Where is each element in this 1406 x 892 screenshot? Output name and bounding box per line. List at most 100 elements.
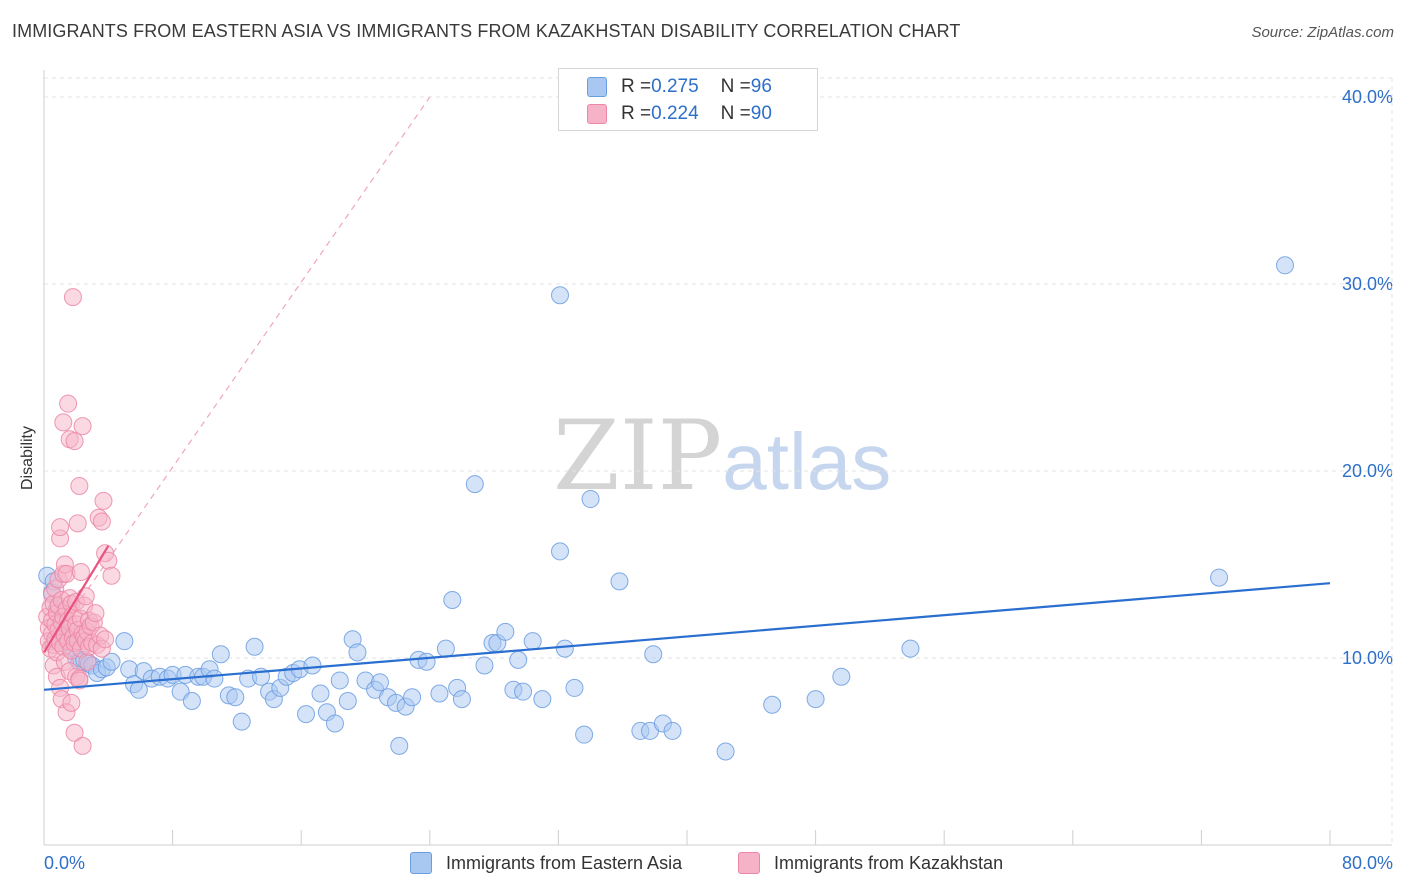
point-kazakhstan [59, 394, 78, 413]
point-eastern-asia [1210, 568, 1229, 587]
source-label: Source: ZipAtlas.com [1251, 24, 1394, 41]
point-eastern-asia [303, 656, 322, 675]
point-eastern-asia [806, 690, 825, 709]
point-eastern-asia [465, 475, 484, 494]
point-eastern-asia [533, 690, 552, 709]
point-eastern-asia [901, 639, 920, 658]
point-kazakhstan [96, 630, 115, 649]
bottom-legend-label-eastern-asia: Immigrants from Eastern Asia [446, 852, 683, 873]
point-eastern-asia [205, 669, 224, 688]
legend-row-eastern-asia: R = 0.275 N = 96 [587, 75, 772, 99]
y-tick-label: 20.0% [1342, 461, 1393, 481]
point-kazakhstan [86, 604, 105, 623]
point-eastern-asia [763, 695, 782, 714]
point-kazakhstan [73, 417, 92, 436]
point-eastern-asia [182, 692, 201, 711]
point-eastern-asia [663, 721, 682, 740]
point-kazakhstan [70, 671, 89, 690]
point-kazakhstan [51, 518, 70, 537]
y-tick-label: 10.0% [1342, 648, 1393, 668]
point-eastern-asia [115, 632, 134, 651]
point-kazakhstan [102, 566, 121, 585]
point-eastern-asia [555, 639, 574, 658]
point-kazakhstan [70, 476, 89, 495]
chart-title: IMMIGRANTS FROM EASTERN ASIA VS IMMIGRAN… [12, 21, 961, 41]
point-kazakhstan [94, 491, 113, 510]
point-eastern-asia [348, 643, 367, 662]
point-eastern-asia [443, 591, 462, 610]
point-eastern-asia [311, 684, 330, 703]
trend-extension-kazakhstan [43, 96, 431, 653]
watermark-zip: ZIP [553, 400, 723, 512]
point-eastern-asia [430, 684, 449, 703]
point-eastern-asia [390, 736, 409, 755]
point-eastern-asia [610, 572, 629, 591]
point-eastern-asia [297, 705, 316, 724]
watermark: ZIPatlas [553, 400, 891, 512]
bottom-legend-eastern-asia: Immigrants from Eastern Asia [410, 852, 682, 874]
legend-r-value: 0.275 [651, 76, 699, 97]
legend-r-label: R = [621, 76, 652, 97]
point-kazakhstan [65, 432, 84, 451]
point-eastern-asia [338, 692, 357, 711]
legend-swatch-kazakhstan [587, 104, 607, 124]
point-eastern-asia [496, 622, 515, 641]
point-kazakhstan [92, 512, 111, 531]
legend-r-label: R = [621, 103, 652, 124]
legend-n-label: N = [720, 76, 751, 97]
point-eastern-asia [514, 682, 533, 701]
point-eastern-asia [370, 673, 389, 692]
point-eastern-asia [644, 645, 663, 664]
legend-n-value: 96 [750, 76, 772, 97]
point-eastern-asia [551, 542, 570, 561]
point-eastern-asia [832, 667, 851, 686]
point-kazakhstan [73, 736, 92, 755]
point-kazakhstan [68, 514, 87, 533]
point-eastern-asia [232, 712, 251, 731]
x-tick-label: 80.0% [1342, 853, 1393, 873]
trend-line-kazakhstan [43, 545, 110, 653]
point-eastern-asia [325, 714, 344, 733]
legend-swatch-eastern-asia [587, 77, 607, 97]
point-kazakhstan [78, 652, 97, 671]
point-eastern-asia [211, 645, 230, 664]
point-eastern-asia [523, 632, 542, 651]
legend-row-kazakhstan: R = 0.224 N = 90 [587, 102, 772, 126]
point-eastern-asia [551, 286, 570, 305]
point-kazakhstan [76, 587, 95, 606]
point-eastern-asia [403, 688, 422, 707]
point-eastern-asia [509, 650, 528, 669]
point-eastern-asia [475, 656, 494, 675]
point-eastern-asia [581, 490, 600, 509]
point-eastern-asia [102, 652, 121, 671]
bottom-legend-swatch-eastern-asia [410, 852, 432, 874]
point-kazakhstan [71, 562, 90, 581]
point-eastern-asia [1275, 256, 1294, 275]
point-eastern-asia [330, 671, 349, 690]
legend: R = 0.275 N = 96 R = 0.224 N = 90 [558, 68, 818, 131]
point-eastern-asia [452, 690, 471, 709]
point-eastern-asia [226, 688, 245, 707]
trend-line-eastern-asia [43, 582, 1331, 691]
point-eastern-asia [565, 678, 584, 697]
point-kazakhstan [63, 288, 82, 307]
watermark-atlas: atlas [722, 417, 892, 506]
point-eastern-asia [716, 742, 735, 761]
point-kazakhstan [65, 723, 84, 742]
point-eastern-asia [436, 639, 455, 658]
point-kazakhstan [62, 693, 81, 712]
bottom-legend-kazakhstan: Immigrants from Kazakhstan [738, 852, 1003, 874]
y-tick-label: 40.0% [1342, 87, 1393, 107]
bottom-legend-swatch-kazakhstan [738, 852, 760, 874]
legend-n-label: N = [720, 103, 751, 124]
y-tick-label: 30.0% [1342, 274, 1393, 294]
point-eastern-asia [417, 652, 436, 671]
point-kazakhstan [54, 413, 73, 432]
point-eastern-asia [245, 637, 264, 656]
legend-r-value: 0.224 [651, 103, 699, 124]
x-tick-label: 0.0% [44, 853, 85, 873]
bottom-legend-label-kazakhstan: Immigrants from Kazakhstan [774, 852, 1004, 873]
legend-n-value: 90 [750, 103, 772, 124]
point-eastern-asia [575, 725, 594, 744]
